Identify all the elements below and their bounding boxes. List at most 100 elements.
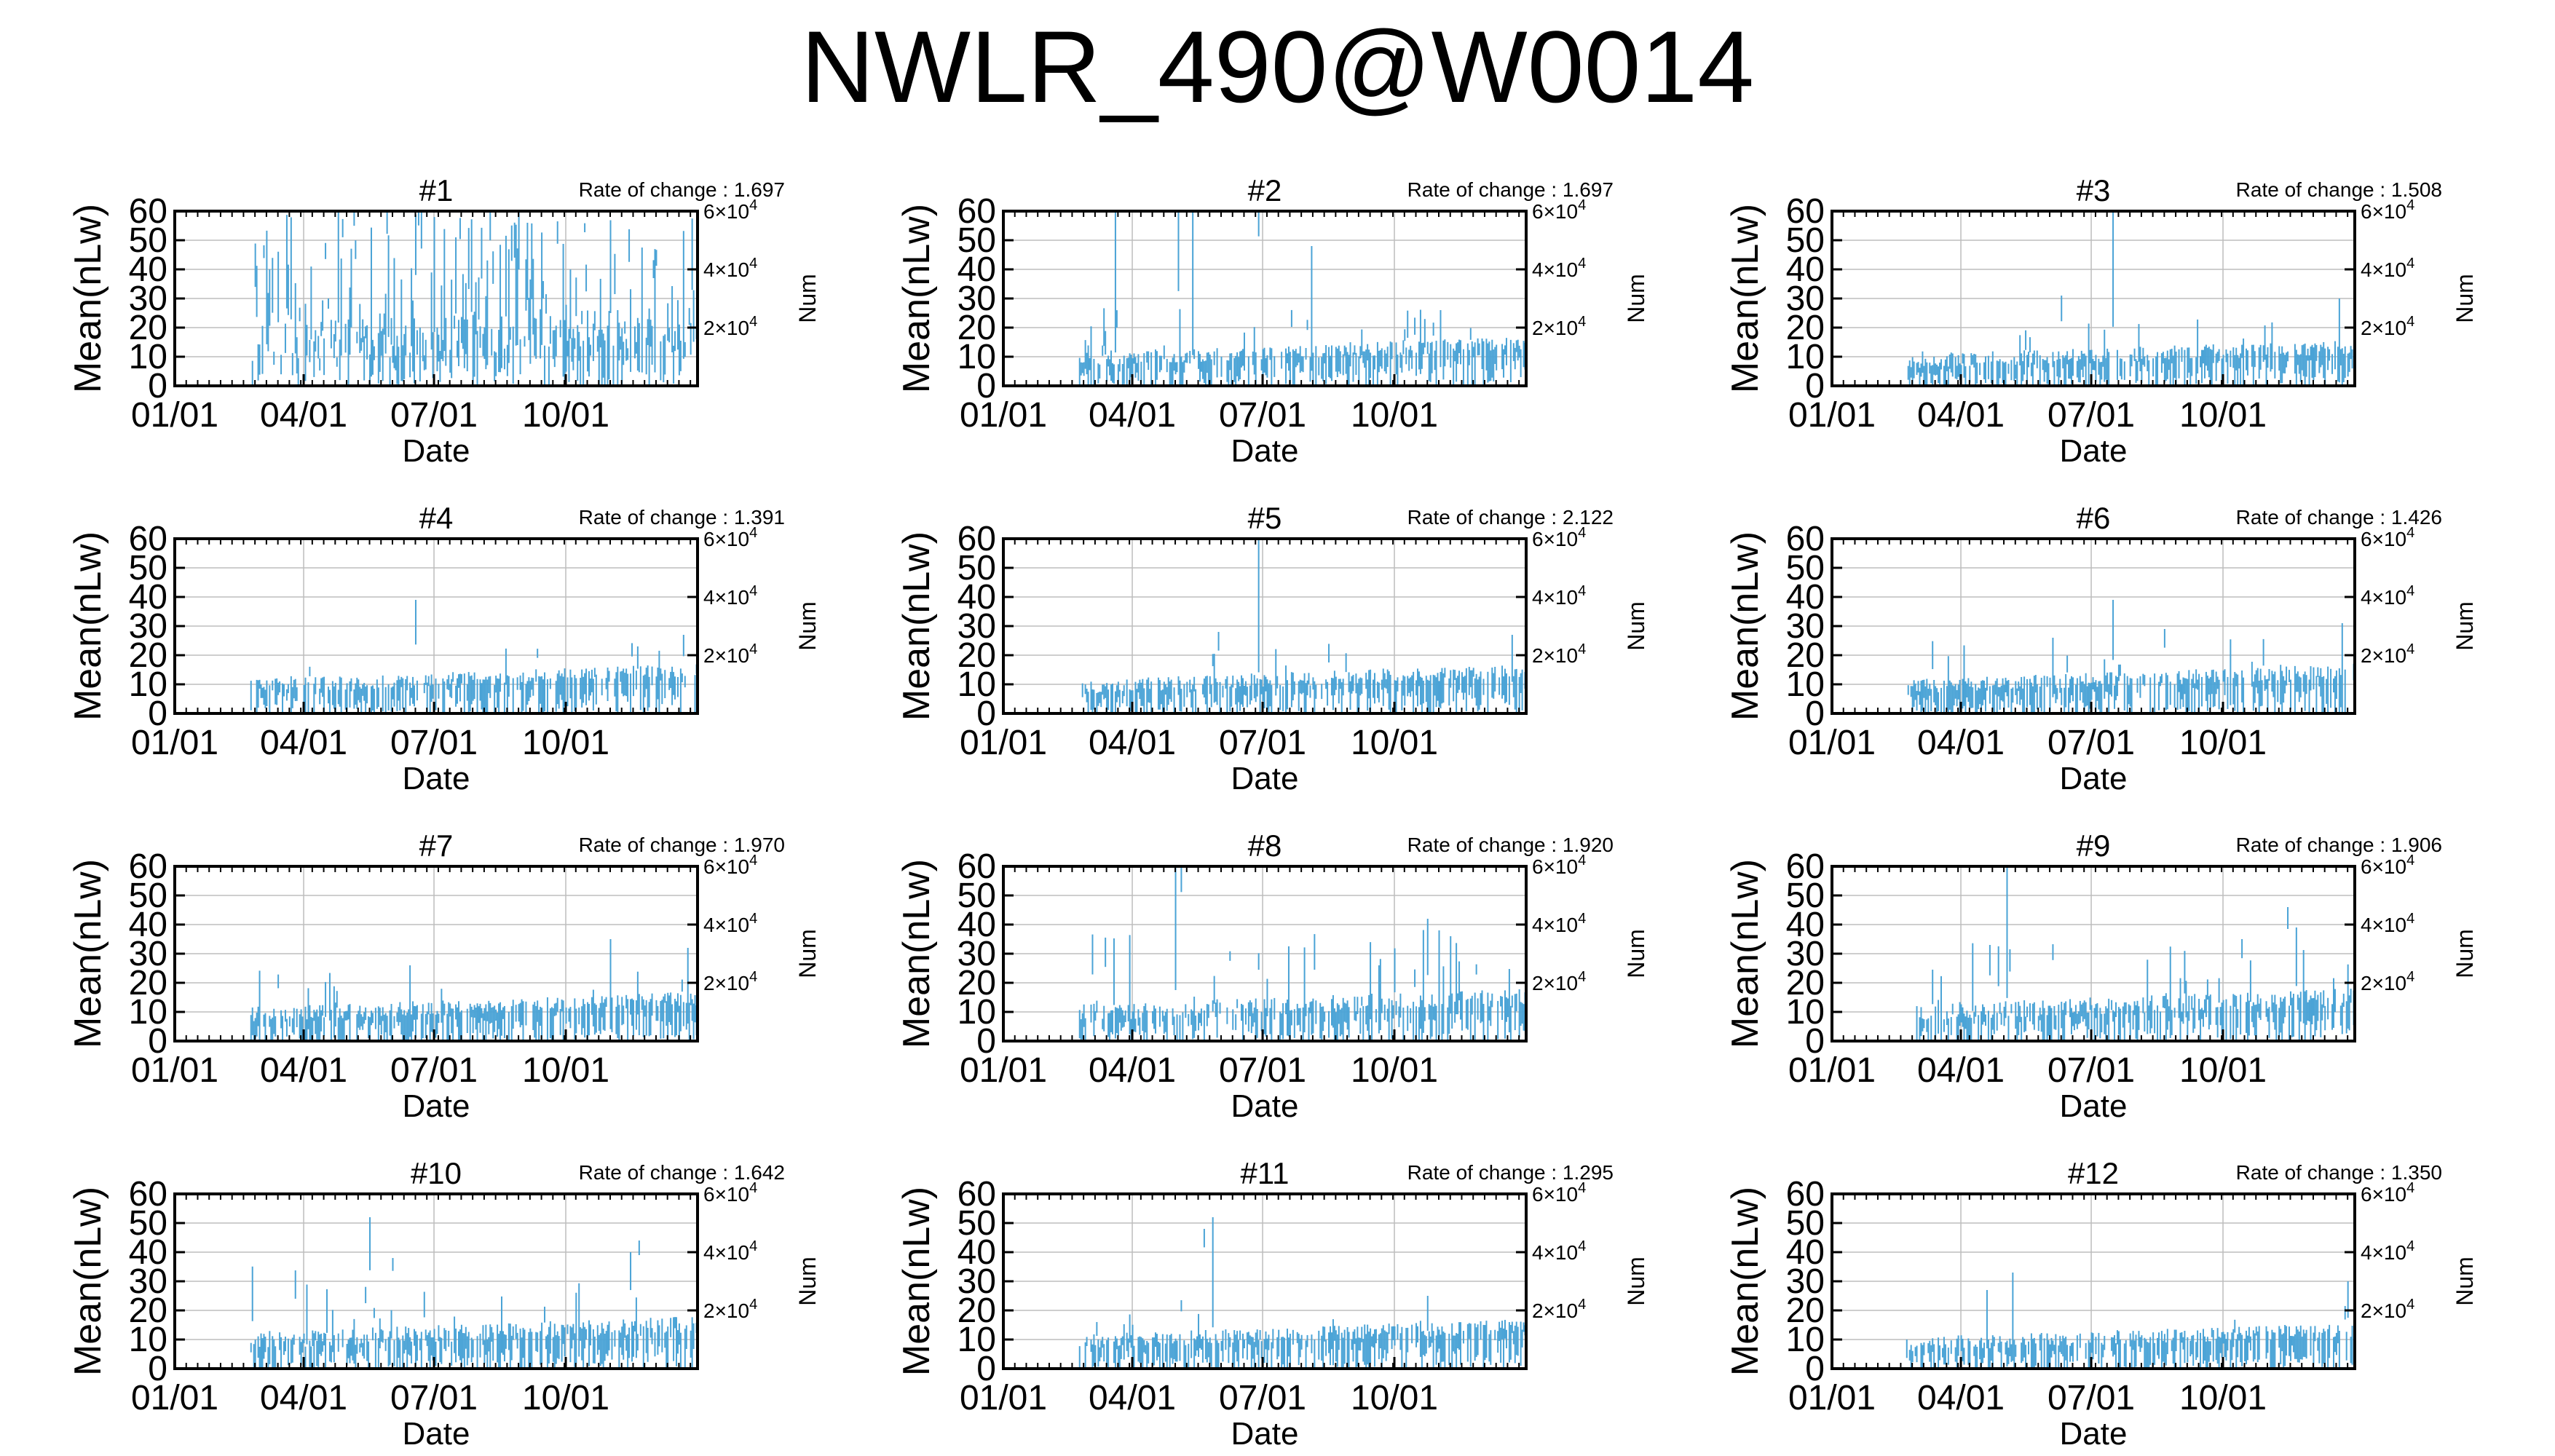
x-tick-label: 04/01: [260, 1379, 347, 1417]
x-tick-label: 07/01: [390, 1051, 478, 1090]
x-tick-label: 04/01: [1089, 396, 1176, 435]
y-tick-label: 60: [957, 192, 996, 231]
y-tick-label: 40: [1786, 578, 1825, 617]
rate-of-change: Rate of change : 1.350: [2236, 1161, 2442, 1184]
y-tick-label: 0: [976, 1350, 996, 1388]
y2-tick-label: 4×104: [2361, 1238, 2414, 1264]
y2-tick-label: 6×104: [2361, 1180, 2414, 1206]
x-tick-label: 07/01: [1219, 724, 1306, 762]
y2-tick-label: 4×104: [1532, 256, 1586, 281]
x-tick-label: 10/01: [2179, 1051, 2267, 1090]
x-axis-label: Date: [403, 433, 470, 469]
panel-title: #10: [411, 1156, 462, 1190]
x-tick-label: 04/01: [260, 1051, 347, 1090]
y2-axis-label: Num: [794, 1257, 821, 1306]
y-tick-label: 10: [1786, 338, 1825, 376]
x-tick-label: 01/01: [131, 724, 218, 762]
y-tick-label: 40: [957, 578, 996, 617]
y2-tick-label: 6×104: [1532, 197, 1586, 223]
y-tick-label: 40: [957, 250, 996, 289]
x-tick-label: 01/01: [960, 1379, 1047, 1417]
y2-tick-label: 6×104: [703, 852, 757, 878]
x-tick-label: 10/01: [522, 724, 609, 762]
y2-tick-label: 2×104: [703, 641, 757, 667]
y2-tick-label: 2×104: [2361, 969, 2414, 994]
panel-title: #8: [1248, 828, 1282, 863]
panel-title: #3: [2077, 173, 2111, 207]
y-axis-label: Mean(nLw): [896, 1187, 938, 1376]
y-tick-label: 40: [1786, 1233, 1825, 1272]
y-tick-label: 30: [957, 935, 996, 973]
y-tick-label: 30: [129, 280, 167, 318]
y2-tick-label: 4×104: [703, 1238, 757, 1264]
panel-title: #12: [2068, 1156, 2119, 1190]
y-axis-label: Mean(nLw): [1724, 531, 1766, 721]
y2-tick-label: 6×104: [703, 525, 757, 550]
y-tick-label: 30: [957, 1262, 996, 1301]
y2-tick-label: 2×104: [1532, 969, 1586, 994]
rate-of-change: Rate of change : 1.391: [579, 506, 785, 529]
y-tick-label: 40: [129, 906, 167, 944]
y-tick-label: 20: [129, 964, 167, 1002]
x-tick-label: 07/01: [2047, 1379, 2135, 1417]
y-tick-label: 50: [129, 221, 167, 260]
y-tick-label: 40: [1786, 250, 1825, 289]
x-axis-label: Date: [2060, 761, 2128, 796]
x-tick-label: 01/01: [1788, 1051, 1876, 1090]
y-tick-label: 60: [957, 520, 996, 558]
y-tick-label: 30: [129, 935, 167, 973]
x-tick-label: 04/01: [1917, 1379, 2005, 1417]
y-tick-label: 60: [957, 1175, 996, 1214]
x-tick-label: 07/01: [390, 1379, 478, 1417]
y-tick-label: 40: [957, 906, 996, 944]
y2-tick-label: 2×104: [2361, 641, 2414, 667]
x-tick-label: 07/01: [2047, 396, 2135, 435]
y-tick-label: 50: [129, 549, 167, 587]
x-tick-label: 07/01: [1219, 396, 1306, 435]
y-tick-label: 20: [1786, 636, 1825, 675]
x-tick-label: 01/01: [960, 1051, 1047, 1090]
x-tick-label: 10/01: [1351, 724, 1438, 762]
y2-axis-label: Num: [2452, 274, 2478, 323]
y-tick-label: 0: [148, 695, 167, 733]
y-tick-label: 50: [129, 877, 167, 915]
y2-tick-label: 6×104: [703, 1180, 757, 1206]
x-tick-label: 10/01: [522, 396, 609, 435]
y-tick-label: 40: [129, 1233, 167, 1272]
rate-of-change: Rate of change : 1.697: [579, 178, 785, 201]
y-tick-label: 0: [976, 695, 996, 733]
y-tick-label: 10: [129, 1321, 167, 1359]
panel-title: #11: [1241, 1156, 1290, 1190]
y-tick-label: 0: [148, 1350, 167, 1388]
x-tick-label: 10/01: [2179, 1379, 2267, 1417]
y2-tick-label: 4×104: [703, 256, 757, 281]
x-axis-label: Date: [2060, 1416, 2128, 1452]
y2-tick-label: 2×104: [2361, 1297, 2414, 1322]
y-tick-label: 30: [957, 607, 996, 646]
y2-tick-label: 2×104: [2361, 314, 2414, 339]
y-tick-label: 60: [1786, 192, 1825, 231]
y-tick-label: 60: [1786, 1175, 1825, 1214]
y2-axis-label: Num: [2452, 1257, 2478, 1306]
y-tick-label: 30: [129, 607, 167, 646]
chart-title: NWLR_490@W0014: [800, 9, 1755, 124]
y-tick-label: 10: [1786, 993, 1825, 1032]
x-axis-label: Date: [403, 761, 470, 796]
y-tick-label: 30: [1786, 935, 1825, 973]
y-tick-label: 10: [1786, 665, 1825, 704]
x-axis-label: Date: [1231, 433, 1299, 469]
y-tick-label: 50: [1786, 1204, 1825, 1243]
y2-tick-label: 2×104: [703, 1297, 757, 1322]
x-axis-label: Date: [1231, 1416, 1299, 1452]
y-tick-label: 30: [1786, 1262, 1825, 1301]
y-tick-label: 60: [129, 847, 167, 886]
y2-tick-label: 6×104: [1532, 525, 1586, 550]
y-tick-label: 10: [129, 993, 167, 1032]
y-tick-label: 60: [129, 520, 167, 558]
x-tick-label: 01/01: [960, 724, 1047, 762]
